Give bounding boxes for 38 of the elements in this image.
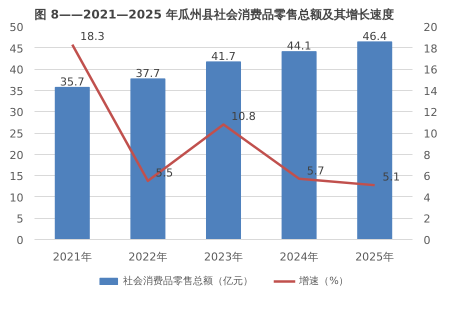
y-tick-label: 5 — [16, 212, 24, 226]
y2-tick-label: 8 — [424, 148, 430, 162]
legend-label: 增速（%） — [299, 274, 349, 288]
y2-tick-label: 14 — [424, 84, 438, 98]
y-tick-label: 25 — [10, 128, 24, 140]
y-tick-label: 45 — [10, 42, 24, 56]
y-tick-label: 50 — [10, 21, 24, 34]
x-tick-label: 2025年 — [355, 250, 394, 264]
data-label: 37.7 — [136, 66, 160, 80]
y-tick-label: 40 — [10, 64, 24, 77]
y2-tick-label: 10 — [424, 128, 438, 140]
data-label: 5.5 — [156, 166, 174, 180]
data-label: 18.3 — [80, 30, 105, 44]
chart-title: 图 8——2021—2025 年瓜州县社会消费品零售总额及其增长速度 — [34, 8, 394, 22]
x-tick-label: 2023年 — [204, 250, 244, 264]
legend-label: 社会消费品零售总额（亿元） — [123, 274, 254, 288]
bar — [54, 86, 90, 240]
y2-tick-label: 4 — [424, 191, 430, 204]
y2-tick-label: 16 — [424, 64, 438, 77]
data-label: 35.7 — [60, 75, 85, 88]
x-tick-label: 2021年 — [52, 250, 92, 264]
x-tick-label: 2024年 — [280, 250, 319, 264]
data-label: 44.1 — [286, 40, 312, 53]
x-tick-label: 2022年 — [128, 250, 168, 264]
y-tick-label: 35 — [10, 84, 24, 98]
y2-tick-label: 0 — [424, 234, 430, 247]
data-label: 46.4 — [362, 30, 387, 43]
y2-tick-label: 12 — [424, 106, 438, 120]
y-tick-label: 20 — [10, 148, 24, 162]
y2-tick-label: 2 — [424, 212, 430, 226]
y2-tick-label: 6 — [424, 170, 430, 184]
y-tick-label: 10 — [10, 191, 24, 204]
y-tick-label: 30 — [10, 106, 24, 120]
y-tick-label: 0 — [16, 234, 24, 247]
y-tick-label: 15 — [10, 170, 24, 184]
y2-tick-label: 18 — [424, 42, 438, 56]
data-label: 41.7 — [211, 50, 236, 63]
y2-tick-label: 20 — [424, 21, 438, 34]
